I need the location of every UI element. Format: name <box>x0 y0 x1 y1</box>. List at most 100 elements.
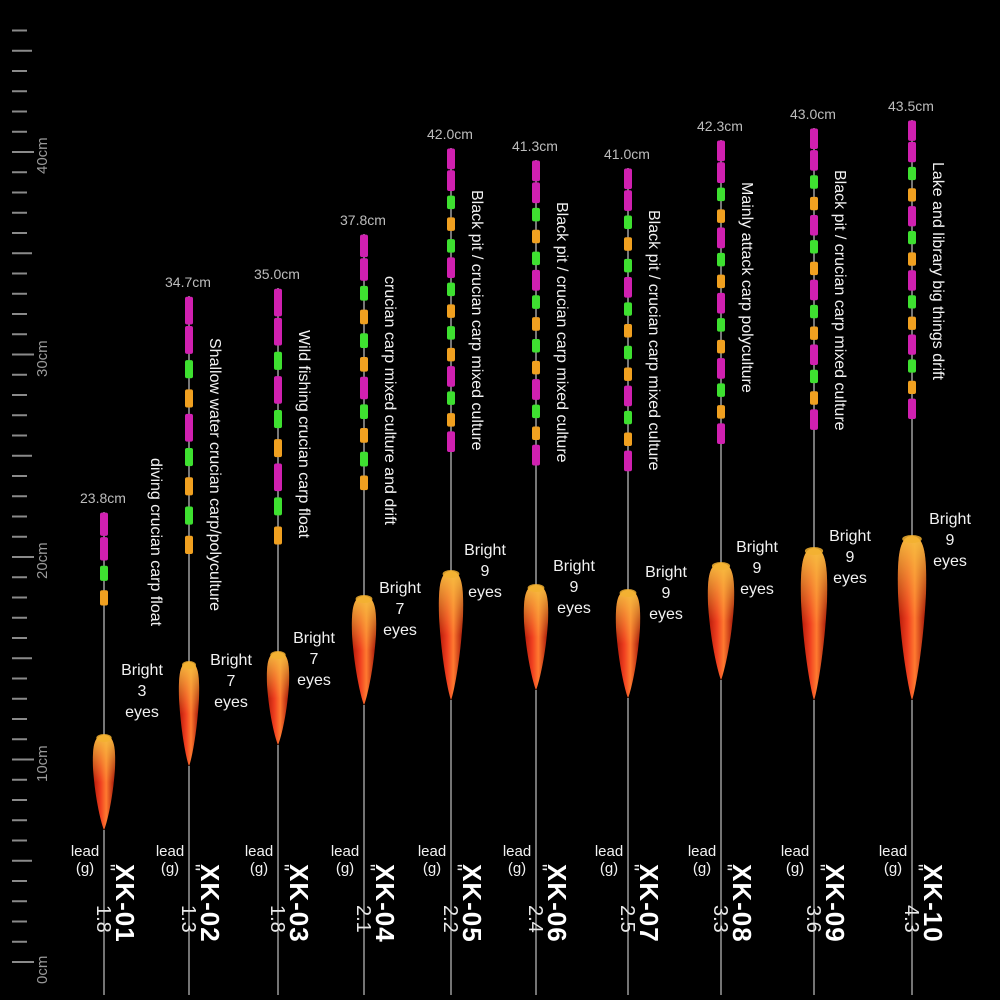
antenna-segment <box>185 477 193 496</box>
float-xk-04 <box>351 234 377 995</box>
float-description: diving crucian carp float <box>147 458 164 627</box>
float-body-highlight <box>615 590 641 698</box>
weight-mark: " <box>443 864 465 872</box>
antenna-segment <box>360 404 368 420</box>
antenna-segment <box>532 207 540 222</box>
antenna-segment <box>810 369 818 384</box>
antenna-segment <box>274 439 282 458</box>
float-body-highlight <box>800 548 828 700</box>
lead-label: lead (g) <box>70 843 100 877</box>
float-xk-07 <box>615 168 641 995</box>
antenna-segment <box>532 160 540 182</box>
weight-mark: " <box>806 864 828 872</box>
weight-value: 2.2 <box>439 905 461 933</box>
float-xk-01 <box>92 512 116 995</box>
weight-value: 2.4 <box>524 905 546 933</box>
antenna-segment <box>447 282 455 297</box>
antenna-segment <box>624 410 632 425</box>
antenna-segment <box>624 277 632 298</box>
weight-mark: " <box>713 864 735 872</box>
lead-label: lead (g) <box>687 843 717 877</box>
antenna-segment <box>810 409 818 430</box>
antenna-segment <box>185 360 193 379</box>
antenna-segment <box>717 318 725 332</box>
bright-eyes-label: Bright 9 eyes <box>464 542 506 601</box>
antenna-segment <box>810 214 818 236</box>
antenna-segment <box>810 391 818 405</box>
antenna-segment <box>624 432 632 447</box>
float-xk-10 <box>897 120 927 995</box>
length-label: 34.7cm <box>165 274 211 290</box>
antenna-segment <box>810 344 818 366</box>
float-description: Black pit / crucian carp mixed culture <box>645 210 662 471</box>
antenna-segment <box>532 251 540 266</box>
weight-mark: " <box>181 864 203 872</box>
weight-mark: " <box>96 864 118 872</box>
antenna-segment <box>274 288 282 317</box>
float-description: crucian carp mixed culture and drift <box>381 276 398 525</box>
antenna-segment <box>717 383 725 397</box>
antenna-segment <box>908 188 916 202</box>
weight-value: 1.8 <box>266 905 288 933</box>
antenna-segment <box>717 187 725 202</box>
float-xk-09 <box>800 128 828 995</box>
float-body-highlight <box>178 662 200 766</box>
antenna-segment <box>185 535 193 554</box>
antenna-segment <box>810 175 818 189</box>
antenna-segment <box>908 380 916 395</box>
float-body-cap <box>442 570 460 578</box>
ruler-label: 10cm <box>34 744 51 782</box>
antenna-segment <box>624 324 632 338</box>
antenna-segment <box>447 431 455 453</box>
weight-value: 2.1 <box>352 905 374 933</box>
length-label: 43.0cm <box>790 106 836 122</box>
antenna-segment <box>908 141 916 163</box>
float-description: Black pit / crucian carp mixed culture <box>831 170 848 431</box>
float-body-cap <box>711 562 731 570</box>
antenna-segment <box>447 257 455 278</box>
lead-label: lead (g) <box>878 843 908 877</box>
bright-eyes-label: Bright 7 eyes <box>379 580 421 639</box>
antenna-segment <box>447 239 455 253</box>
antenna-segment <box>447 304 455 318</box>
antenna-segment <box>447 170 455 191</box>
antenna-segment <box>908 334 916 355</box>
length-label: 43.5cm <box>888 98 934 114</box>
antenna-segment <box>624 385 632 407</box>
antenna-segment <box>532 360 540 375</box>
float-description: Shallow water crucian carp/polyculture <box>206 338 223 612</box>
weight-value: 1.8 <box>92 905 114 933</box>
bright-eyes-label: Bright 9 eyes <box>736 539 778 598</box>
antenna-segment <box>447 217 455 231</box>
antenna-segment <box>717 162 725 183</box>
antenna-segment <box>624 302 632 316</box>
antenna-segment <box>274 317 282 346</box>
weight-mark: " <box>904 864 926 872</box>
antenna-segment <box>717 209 725 223</box>
float-description: Black pit / crucian carp mixed culture <box>468 190 485 451</box>
antenna-segment <box>717 227 725 249</box>
antenna-segment <box>100 590 108 606</box>
antenna-segment <box>360 356 368 372</box>
antenna-segment <box>185 413 193 442</box>
antenna-segment <box>717 405 725 419</box>
ruler-label: 30cm <box>34 339 51 377</box>
length-label: 37.8cm <box>340 212 386 228</box>
float-body-highlight <box>897 536 927 700</box>
ruler-scale <box>12 29 34 963</box>
antenna-segment <box>908 295 916 309</box>
lead-label: lead (g) <box>330 843 360 877</box>
weight-mark: " <box>620 864 642 872</box>
lead-label: lead (g) <box>417 843 447 877</box>
antenna-segment <box>100 565 108 581</box>
float-xk-06 <box>523 160 549 995</box>
antenna-segment <box>185 326 193 354</box>
antenna-segment <box>360 234 368 258</box>
antenna-segment <box>717 423 725 445</box>
antenna-segment <box>185 447 193 467</box>
antenna-segment <box>624 168 632 190</box>
length-label: 41.0cm <box>604 146 650 162</box>
float-body-cap <box>182 661 196 669</box>
weight-value: 2.5 <box>616 905 638 933</box>
